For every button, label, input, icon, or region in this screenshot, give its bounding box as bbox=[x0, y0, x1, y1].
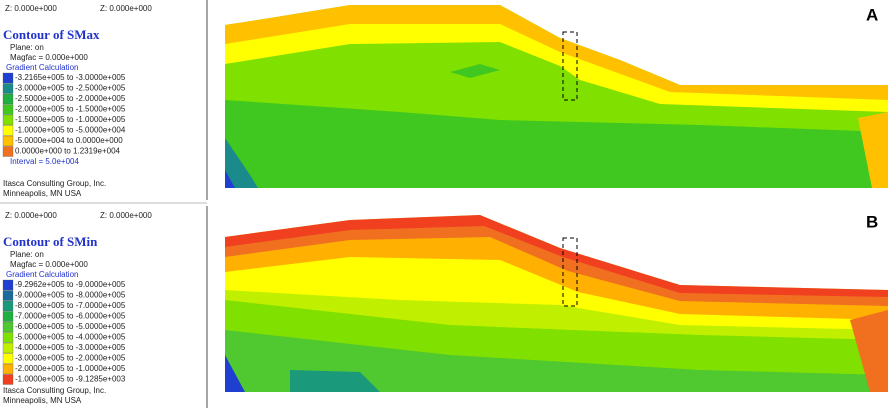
interval: Interval = 5.0e+004 bbox=[10, 157, 79, 166]
legend-entry: -9.2962e+005 to -9.0000e+005 bbox=[15, 280, 126, 289]
magfac: Magfac = 0.000e+000 bbox=[10, 53, 88, 62]
section-box bbox=[562, 237, 578, 307]
legend-entry: -7.0000e+005 to -6.0000e+005 bbox=[15, 312, 126, 321]
gradient: Gradient Calculation bbox=[6, 63, 78, 72]
legend-entry: -4.0000e+005 to -3.0000e+005 bbox=[15, 343, 126, 352]
legend-entry: 0.0000e+000 to 1.2319e+004 bbox=[15, 147, 121, 156]
legend-entry: -2.0000e+005 to -1.5000e+005 bbox=[15, 105, 126, 114]
gradient: Gradient Calculation bbox=[6, 270, 78, 279]
legend-swatch bbox=[2, 374, 14, 385]
z-label: Z: 0.000e+000 bbox=[100, 211, 152, 220]
band bbox=[225, 330, 888, 392]
legend-swatch bbox=[2, 72, 14, 84]
legend-entry: -3.2165e+005 to -3.0000e+005 bbox=[15, 73, 126, 82]
legend-swatch bbox=[2, 353, 14, 364]
legend-entry: -3.0000e+005 to -2.5000e+005 bbox=[15, 84, 126, 93]
band bbox=[225, 170, 235, 188]
legend-entry: -1.0000e+005 to -5.0000e+004 bbox=[15, 126, 126, 135]
band bbox=[850, 310, 888, 392]
contour-title: Contour of SMax bbox=[3, 27, 100, 42]
contour-plot-b bbox=[225, 215, 888, 392]
legend-entry: -8.0000e+005 to -7.0000e+005 bbox=[15, 301, 126, 310]
legend-swatch bbox=[2, 93, 14, 105]
city: Minneapolis, MN USA bbox=[3, 396, 82, 405]
band bbox=[225, 5, 888, 100]
band bbox=[858, 112, 888, 188]
legend-entry: -5.0000e+004 to 0.0000e+000 bbox=[15, 136, 123, 145]
band bbox=[450, 64, 500, 78]
legend-swatch bbox=[2, 311, 14, 322]
legend-entry: -3.0000e+005 to -2.0000e+005 bbox=[15, 354, 126, 363]
legend-entry: -6.0000e+005 to -5.0000e+005 bbox=[15, 322, 126, 331]
band bbox=[225, 215, 888, 297]
plane: Plane: on bbox=[10, 250, 44, 259]
z-label: Z: 0.000e+000 bbox=[100, 4, 152, 13]
legend-swatch bbox=[2, 104, 14, 115]
section-box bbox=[562, 31, 578, 101]
legend-swatch bbox=[2, 114, 14, 126]
city: Minneapolis, MN USA bbox=[3, 189, 82, 198]
plane: Plane: on bbox=[10, 43, 44, 52]
band bbox=[290, 370, 380, 392]
z-label: Z: 0.000e+000 bbox=[5, 4, 57, 13]
band bbox=[225, 235, 888, 320]
legend-swatch bbox=[2, 146, 14, 157]
legend-swatch bbox=[2, 135, 14, 147]
legend-swatch bbox=[2, 290, 14, 301]
company: Itasca Consulting Group, Inc. bbox=[3, 179, 106, 188]
company: Itasca Consulting Group, Inc. bbox=[3, 386, 106, 395]
legend-entry: -2.5000e+005 to -2.0000e+005 bbox=[15, 94, 126, 103]
contour-plot-a bbox=[225, 5, 888, 188]
legend-entry: -9.0000e+005 to -8.0000e+005 bbox=[15, 291, 126, 300]
legend-swatch bbox=[2, 125, 14, 136]
contour-title: Contour of SMin bbox=[3, 234, 98, 249]
legend-swatch bbox=[2, 300, 14, 312]
legend-entry: -2.0000e+005 to -1.0000e+005 bbox=[15, 364, 126, 373]
panel-label: A bbox=[866, 5, 878, 24]
legend-swatch bbox=[2, 363, 14, 375]
legend-swatch bbox=[2, 342, 14, 354]
panel-label: B bbox=[866, 212, 878, 231]
legend-entry: -1.5000e+005 to -1.0000e+005 bbox=[15, 115, 126, 124]
legend-swatch bbox=[2, 321, 14, 333]
legend-entry: -1.0000e+005 to -9.1285e+003 bbox=[15, 375, 126, 384]
band bbox=[225, 138, 258, 188]
band bbox=[225, 255, 888, 330]
z-label: Z: 0.000e+000 bbox=[5, 211, 57, 220]
legend-swatch bbox=[2, 83, 14, 94]
band bbox=[225, 355, 245, 392]
legend-entry: -5.0000e+005 to -4.0000e+005 bbox=[15, 333, 126, 342]
band bbox=[225, 224, 888, 306]
band bbox=[225, 100, 888, 188]
legend-swatch bbox=[2, 332, 14, 343]
magfac: Magfac = 0.000e+000 bbox=[10, 260, 88, 269]
legend-swatch bbox=[2, 279, 14, 291]
